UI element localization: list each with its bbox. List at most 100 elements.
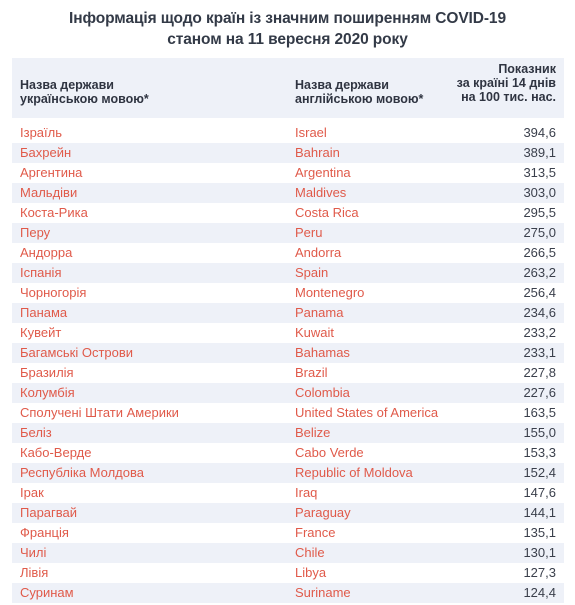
indicator-value: 227,8 — [523, 365, 556, 380]
header-ua-line-2: українською мовою* — [20, 92, 149, 106]
indicator-value: 124,4 — [523, 585, 556, 600]
indicator-value: 275,0 — [523, 225, 556, 240]
country-ua: Бразилія — [20, 365, 74, 380]
title-line-2: станом на 11 вересня 2020 року — [167, 31, 408, 48]
country-ua: Бахрейн — [20, 145, 72, 160]
country-ua: Чилі — [20, 545, 47, 560]
indicator-value: 147,6 — [523, 485, 556, 500]
country-ua: Коста-Рика — [20, 205, 88, 220]
country-ua: Колумбія — [20, 385, 75, 400]
country-en: Suriname — [295, 585, 351, 600]
country-en: Belize — [295, 425, 331, 440]
indicator-value: 313,5 — [523, 165, 556, 180]
indicator-value: 144,1 — [523, 505, 556, 520]
table-row: Чорногорія Montenegro 256,4 — [12, 283, 564, 303]
country-ua: Перу — [20, 225, 51, 240]
country-en: Maldives — [295, 185, 347, 200]
country-ua: Багамські Острови — [20, 345, 134, 360]
table-row: Республіка Молдова Republic of Moldova 152… — [12, 463, 564, 483]
table-row: Суринам Suriname 124,4 — [12, 583, 564, 603]
header-ua-line-1: Назва держави — [20, 78, 114, 92]
indicator-value: 295,5 — [523, 205, 556, 220]
header-value-line-2: за країні 14 днів — [456, 76, 556, 90]
indicator-value: 163,5 — [523, 405, 556, 420]
country-en: Bahamas — [295, 345, 350, 360]
table-row: Парагвай Paraguay 144,1 — [12, 503, 564, 523]
country-en: Chile — [295, 545, 325, 560]
country-en: Republic of Moldova — [295, 465, 413, 480]
indicator-value: 303,0 — [523, 185, 556, 200]
country-ua: Сполучені Штати Америки — [20, 405, 179, 420]
table-row: Коста-Рика Costa Rica 295,5 — [12, 203, 564, 223]
country-ua: Андорра — [20, 245, 73, 260]
indicator-value: 135,1 — [523, 525, 556, 540]
country-ua: Беліз — [20, 425, 52, 440]
country-ua: Ірак — [20, 485, 44, 500]
indicator-value: 130,1 — [523, 545, 556, 560]
table-row: Перу Peru 275,0 — [12, 223, 564, 243]
table-row: Лівія Libya 127,3 — [12, 563, 564, 583]
country-en: Iraq — [295, 485, 318, 500]
country-ua: Панама — [20, 305, 68, 320]
table-row: Ірак Iraq 147,6 — [12, 483, 564, 503]
country-en: Costa Rica — [295, 205, 359, 220]
country-en: Colombia — [295, 385, 350, 400]
table-row: Чилі Chile 130,1 — [12, 543, 564, 563]
indicator-value: 389,1 — [523, 145, 556, 160]
country-ua: Лівія — [20, 565, 49, 580]
header-ua: Назва держави українською мовою* — [20, 78, 149, 106]
table-row: Багамські Острови Bahamas 233,1 — [12, 343, 564, 363]
indicator-value: 233,2 — [523, 325, 556, 340]
table-header: Назва держави українською мовою* Назва д… — [12, 58, 564, 118]
table-row: Колумбія Colombia 227,6 — [12, 383, 564, 403]
country-en: Brazil — [295, 365, 328, 380]
country-en: France — [295, 525, 336, 540]
country-en: Spain — [295, 265, 329, 280]
country-en: United States of America — [295, 405, 439, 420]
country-en: Israel — [295, 125, 327, 140]
country-en: Andorra — [295, 245, 342, 260]
table-body: Ізраїль Israel 394,6 Бахрейн Bahrain 389,1 Арг… — [12, 123, 564, 603]
header-value-line-1: Показник — [498, 62, 556, 76]
table-row: Беліз Belize 155,0 — [12, 423, 564, 443]
page-title: Інформація щодо країн із значним поширен… — [0, 8, 575, 50]
header-value: Показник за країні 14 днів на 100 тис. н… — [457, 62, 556, 104]
country-en: Paraguay — [295, 505, 351, 520]
country-ua: Суринам — [20, 585, 74, 600]
country-ua: Парагвай — [20, 505, 78, 520]
indicator-value: 127,3 — [523, 565, 556, 580]
country-ua: Мальдіви — [20, 185, 78, 200]
country-ua: Франція — [20, 525, 69, 540]
country-ua: Аргентина — [20, 165, 83, 180]
table-row: Сполучені Штати Америки United States of … — [12, 403, 564, 423]
table-row: Аргентина Argentina 313,5 — [12, 163, 564, 183]
table-row: Мальдіви Maldives 303,0 — [12, 183, 564, 203]
country-ua: Ізраїль — [20, 125, 63, 140]
country-ua: Кабо-Верде — [20, 445, 92, 460]
country-en: Libya — [295, 565, 327, 580]
table-row: Бахрейн Bahrain 389,1 — [12, 143, 564, 163]
indicator-value: 153,3 — [523, 445, 556, 460]
indicator-value: 152,4 — [523, 465, 556, 480]
country-ua: Іспанія — [20, 265, 62, 280]
table-row: Кабо-Верде Cabo Verde 153,3 — [12, 443, 564, 463]
country-ua: Кувейт — [20, 325, 62, 340]
country-en: Cabo Verde — [295, 445, 364, 460]
table-row: Франція France 135,1 — [12, 523, 564, 543]
header-en-line-2: англійською мовою* — [295, 92, 424, 106]
country-ua: Республіка Молдова — [20, 465, 144, 480]
indicator-value: 234,6 — [523, 305, 556, 320]
table-row: Андорра Andorra 266,5 — [12, 243, 564, 263]
indicator-value: 155,0 — [523, 425, 556, 440]
header-en-line-1: Назва держави — [295, 78, 389, 92]
country-en: Kuwait — [295, 325, 335, 340]
country-en: Peru — [295, 225, 323, 240]
indicator-value: 227,6 — [523, 385, 556, 400]
country-en: Bahrain — [295, 145, 340, 160]
country-en: Montenegro — [295, 285, 365, 300]
indicator-value: 263,2 — [523, 265, 556, 280]
header-value-line-3: на 100 тис. нас. — [461, 90, 556, 104]
indicator-value: 233,1 — [523, 345, 556, 360]
table-row: Кувейт Kuwait 233,2 — [12, 323, 564, 343]
title-line-1: Інформація щодо країн із значним поширен… — [69, 10, 506, 27]
